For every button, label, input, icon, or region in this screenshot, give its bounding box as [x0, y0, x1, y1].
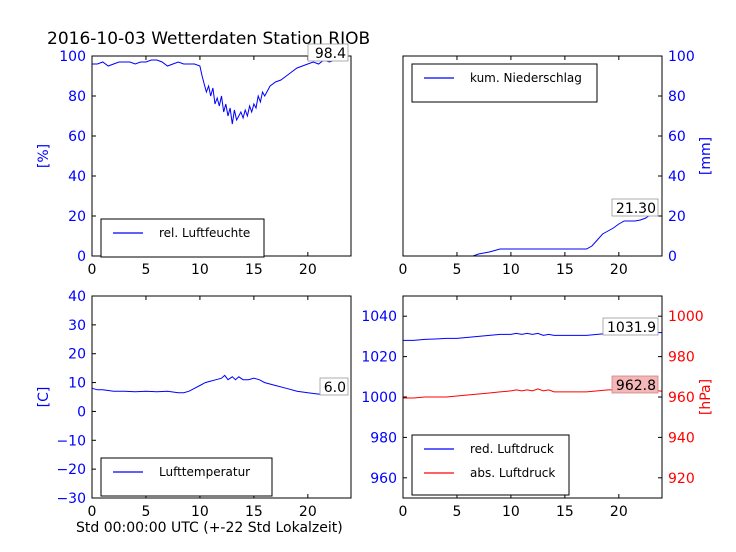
panel-0-y-tick-label: 40 [68, 169, 86, 185]
panel-3-legend-label: red. Luftdruck [470, 442, 554, 456]
panel-0-x-tick-label: 10 [191, 262, 209, 278]
panel-2-y-tick-label: 10 [68, 376, 86, 392]
panel-0-y-tick-label: 80 [68, 89, 86, 105]
panel-3-y-tick-label: 1000 [361, 390, 397, 406]
panel-0-y-axis-label: [%] [36, 144, 52, 168]
panel-3-x-tick-label: 20 [610, 504, 628, 520]
panel-3-x-tick-label: 0 [399, 504, 408, 520]
panel-3-y-tick-label-right: 940 [668, 430, 695, 446]
panel-3-y-tick-label-right: 960 [668, 390, 695, 406]
panel-3-value-label: 1031.9 [607, 320, 656, 336]
panel-pressure: 0 5 10 15 20 960 980 1000 1020 1040 920 940 960 980 10… [361, 295, 714, 520]
panel-2-y-tick-label: 30 [68, 318, 86, 334]
panel-2-x-tick-label: 15 [245, 504, 263, 520]
panel-3-y-tick-label: 960 [370, 471, 397, 487]
panel-humidity: 0 5 10 15 20 0 20 40 60 80 100 [%] rel. Luftfeuchte 9… [36, 43, 352, 278]
panel-0-legend-label: rel. Luftfeuchte [159, 226, 250, 240]
panel-2-legend-label: Lufttemperatur [159, 465, 250, 479]
panel-3-y-tick-label-right: 980 [668, 350, 695, 366]
panel-3-x-tick-label: 10 [502, 504, 520, 520]
panel-2-value-label: 6.0 [324, 380, 346, 396]
panel-1-y-tick-label-right: 20 [668, 209, 686, 225]
panel-2-x-tick-label: 10 [191, 504, 209, 520]
panel-0-y-tick-label: 0 [77, 249, 86, 265]
panel-0-series-0-line [92, 58, 346, 125]
panel-0-y-tick-label: 60 [68, 129, 86, 145]
panel-1-series-0-line [403, 212, 657, 257]
panel-1-y-tick-label-right: 60 [668, 129, 686, 145]
panel-1-y-tick-label-right: 40 [668, 169, 686, 185]
panel-3-y-axis-label: [hPa] [698, 379, 714, 415]
panel-0-value-box [307, 43, 349, 62]
panel-3-y-tick-label: 1040 [361, 309, 397, 325]
figure-title: 2016-10-03 Wetterdaten Station RJOB [47, 29, 370, 49]
panel-1-x-tick-label: 0 [399, 262, 408, 278]
panel-2-y-tick-label: 40 [68, 289, 86, 305]
panel-1-frame [402, 55, 663, 257]
panel-1-x-tick-label: 5 [452, 262, 461, 278]
panel-1-y-tick-label-right: 0 [668, 249, 677, 265]
panel-3-value-box [602, 317, 659, 336]
panel-2-y-tick-label: −10 [56, 433, 86, 449]
panel-1-legend-box [411, 63, 598, 103]
panel-3-series-1-line [403, 388, 663, 399]
panel-2-y-tick-label: −20 [56, 462, 86, 478]
panel-3-y-tick-label-right: 1000 [668, 309, 704, 325]
panel-0-value-label: 98.4 [315, 46, 346, 62]
panel-3-y-tick-label-right: 920 [668, 471, 695, 487]
panel-2-x-tick-label: 0 [88, 504, 97, 520]
panel-0-y-tick-label: 100 [59, 49, 86, 65]
panel-2-legend-box [100, 457, 273, 497]
panel-3-y-tick-label: 1020 [361, 350, 397, 366]
panel-0-x-tick-label: 15 [245, 262, 263, 278]
panel-2-x-tick-label: 5 [141, 504, 150, 520]
panel-3-y-tick-label: 980 [370, 430, 397, 446]
panel-2-y-tick-label: −30 [56, 491, 86, 507]
panel-3-x-tick-label: 15 [556, 504, 574, 520]
panel-0-y-tick-label: 20 [68, 209, 86, 225]
panel-0-x-tick-label: 20 [299, 262, 317, 278]
panel-3-x-tick-label: 5 [452, 504, 461, 520]
panel-2-frame [91, 295, 352, 499]
panel-1-x-tick-label: 15 [556, 262, 574, 278]
panel-0-x-tick-label: 0 [88, 262, 97, 278]
panel-3-legend-box [411, 434, 570, 496]
panel-3-value-label: 962.8 [616, 378, 656, 394]
panel-3-value-box [611, 375, 659, 394]
panel-2-y-tick-label: 0 [77, 404, 86, 420]
panel-2-value-box [319, 377, 349, 396]
panel-1-y-tick-label-right: 80 [668, 89, 686, 105]
panel-1-x-tick-label: 20 [610, 262, 628, 278]
panel-2-x-tick-label: 20 [299, 504, 317, 520]
panel-0-legend-box [100, 218, 265, 258]
panel-1-y-tick-label-right: 100 [668, 49, 695, 65]
panel-2-y-tick-label: 20 [68, 347, 86, 363]
panel-1-x-tick-label: 10 [502, 262, 520, 278]
panel-2-series-0-line [91, 374, 346, 395]
figure-x-axis-label: Std 00:00:00 UTC (+-22 Std Lokalzeit) [76, 520, 343, 536]
panel-3-legend-label: abs. Luftdruck [470, 466, 555, 480]
panel-precipitation: 0 5 10 15 20 0 20 40 60 80 100 [mm] kum. Niederschla… [399, 49, 714, 278]
panel-temperature: 0 5 10 15 20 −30 −20 −10 0 10 20 30 40 [C] Lufttempera… [36, 289, 352, 520]
panel-1-value-label: 21.30 [616, 201, 656, 217]
panel-1-y-axis-label: [mm] [698, 137, 714, 175]
panel-1-legend-label: kum. Niederschlag [470, 71, 582, 85]
panel-1-value-box [611, 198, 659, 217]
panel-2-y-axis-label: [C] [36, 387, 52, 408]
panel-0-x-tick-label: 5 [141, 262, 150, 278]
